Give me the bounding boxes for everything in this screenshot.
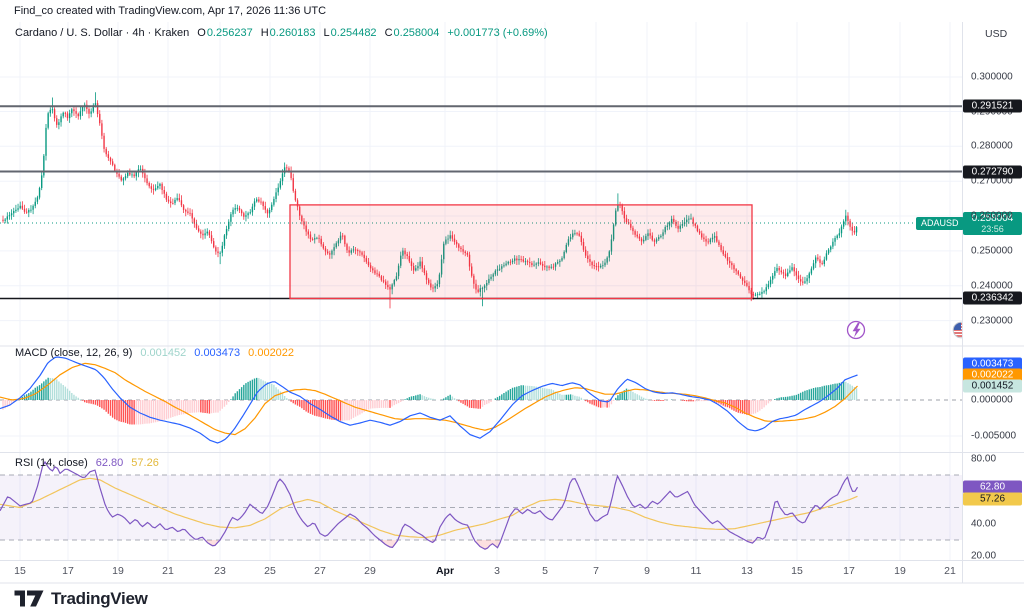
time-axis-label: 13 — [741, 565, 753, 577]
price-axis-tick: 0.300000 — [971, 71, 1013, 83]
rsi-ma-value: 57.26 — [131, 457, 159, 469]
flag-icon[interactable] — [952, 321, 969, 339]
macd-axis-tick: 0.000000 — [971, 394, 1013, 406]
symbol-legend[interactable]: Cardano / U. S. Dollar · 4h · Kraken O 0.… — [15, 27, 548, 39]
time-axis-label: 3 — [494, 565, 500, 577]
tradingview-logo[interactable]: TradingView — [14, 588, 148, 609]
time-axis-label: 29 — [364, 565, 376, 577]
price-axis-tick: 0.280000 — [971, 140, 1013, 152]
watermark: Find_co created with TradingView.com, Ap… — [14, 5, 327, 17]
open-value: O 0.256237 — [197, 27, 253, 39]
time-axis-label: 25 — [264, 565, 276, 577]
rsi-value-badge: 62.80 — [963, 480, 1022, 494]
bar-countdown: 23:56 — [981, 224, 1004, 234]
time-axis-label: 15 — [791, 565, 803, 577]
grid — [0, 22, 962, 560]
rsi-ma-line[interactable] — [0, 477, 858, 539]
change-value: +0.001773 (+0.69%) — [447, 27, 548, 39]
time-axis-label: 21 — [162, 565, 174, 577]
macd-value-badge: 0.001452 — [963, 379, 1022, 393]
macd-hist-value: 0.001452 — [140, 347, 187, 359]
lightning-icon[interactable] — [846, 320, 866, 340]
macd-axis-tick: -0.005000 — [971, 430, 1017, 442]
rsi-title: RSI (14, close) — [15, 457, 88, 469]
rsi-oversold-fill — [746, 540, 754, 543]
time-axis-label: 21 — [944, 565, 956, 577]
time-axis-label: 11 — [690, 565, 702, 577]
time-axis-label: 19 — [112, 565, 124, 577]
macd-hist-neg-grow — [2, 400, 772, 425]
time-axis-label: 5 — [542, 565, 548, 577]
macd-hist-pos-grow — [19, 377, 845, 400]
macd-line-value: 0.003473 — [194, 347, 241, 359]
time-axis-label: Apr — [435, 565, 455, 577]
time-axis-label: 7 — [593, 565, 599, 577]
time-axis-label: 19 — [894, 565, 906, 577]
rsi-value: 62.80 — [95, 457, 124, 469]
symbol-title: Cardano / U. S. Dollar · 4h · Kraken — [15, 27, 190, 39]
macd-value-badge: 0.003473 — [963, 357, 1022, 371]
macd-legend[interactable]: MACD (close, 12, 26, 9) 0.001452 0.00347… — [15, 347, 294, 359]
macd-hist-pos-fall — [49, 378, 858, 400]
price-level-badge: 0.272790 — [963, 165, 1022, 179]
rsi-oversold-fill — [382, 540, 396, 549]
rsi-value-badge: 57.26 — [963, 492, 1022, 506]
price-axis-tick: 0.250000 — [971, 245, 1013, 257]
low-value: L 0.254482 — [323, 27, 377, 39]
time-axis[interactable] — [0, 560, 962, 583]
price-pane-candles[interactable] — [2, 92, 858, 309]
macd-value-badge: 0.002022 — [963, 368, 1022, 382]
rsi-legend[interactable]: RSI (14, close) 62.80 57.26 — [15, 457, 159, 469]
rsi-axis-tick: 80.00 — [971, 453, 997, 465]
macd-title: MACD (close, 12, 26, 9) — [15, 347, 133, 359]
rsi-axis-tick: 20.00 — [971, 550, 997, 562]
macd-line[interactable] — [0, 356, 858, 444]
time-axis-label: 17 — [843, 565, 855, 577]
price-axis-tick: 0.260000 — [971, 210, 1013, 222]
supply-zone-rectangle[interactable] — [289, 204, 753, 300]
current-price: 0.258004 — [971, 213, 1014, 224]
time-axis-label: 17 — [62, 565, 74, 577]
tradingview-logo-text: TradingView — [51, 588, 148, 608]
rsi-axis-tick: 40.00 — [971, 518, 997, 530]
price-axis-tick: 0.240000 — [971, 280, 1013, 292]
currency-label: USD — [985, 28, 1008, 40]
macd-signal-value: 0.002022 — [248, 347, 295, 359]
pane-separators — [0, 22, 1024, 584]
tradingview-logo-mark — [14, 590, 44, 607]
macd-signal-line[interactable] — [0, 362, 858, 436]
time-axis-label: 9 — [644, 565, 650, 577]
rsi-line[interactable] — [0, 460, 859, 550]
price-line-symbol-tag: ADAUSD — [916, 216, 964, 230]
price-axis-tick: 0.230000 — [971, 315, 1013, 327]
time-axis-label: 23 — [214, 565, 226, 577]
price-level-badge: 0.236342 — [963, 291, 1022, 305]
close-value: C 0.258004 — [384, 27, 440, 39]
price-axis-tick: 0.270000 — [971, 175, 1013, 187]
high-value: H 0.260183 — [260, 27, 316, 39]
time-axis-label: 15 — [14, 565, 26, 577]
price-level-badge: 0.291521 — [963, 99, 1022, 113]
time-axis-label: 27 — [314, 565, 326, 577]
macd-histogram[interactable] — [2, 377, 858, 425]
current-price-badge: 0.258004 23:56 — [963, 212, 1022, 235]
